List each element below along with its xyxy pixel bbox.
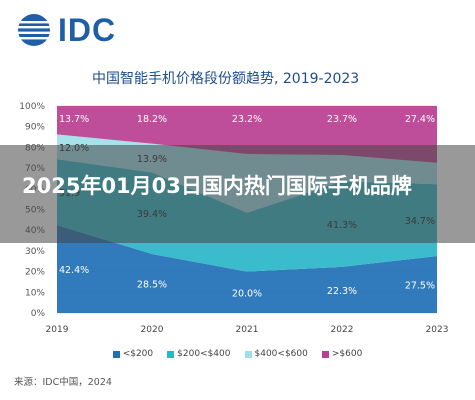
legend-item: <$200 [112,349,154,359]
y-tick-label: 90% [25,123,45,133]
legend-swatch [167,350,175,358]
series-area [57,225,437,313]
data-label: 27.5% [405,281,435,292]
globe-icon [18,14,50,46]
data-label: 22.3% [327,286,357,297]
banner-title: 2025年01月03日国内热门国际手机品牌 [22,174,412,198]
data-label: 18.2% [137,114,167,125]
chart-title: 中国智能手机价格段份额趋势, 2019-2023 [92,71,360,87]
data-label: 13.7% [59,114,89,125]
data-label: 23.7% [327,114,357,125]
x-tick-label: 2021 [236,325,259,335]
y-tick-label: 100% [19,102,45,112]
legend-label: >$600 [331,349,363,359]
legend-label: $400<$600 [254,349,308,359]
data-label: 42.4% [59,265,89,276]
idc-logo: IDC [16,12,116,48]
source-note: 来源：IDC中国，2024 [14,377,112,388]
legend-item: >$600 [321,349,363,359]
legend-item: $200<$400 [167,349,231,359]
x-tick-label: 2020 [141,325,164,335]
x-tick-label: 2019 [46,325,69,335]
legend-swatch [112,350,120,358]
data-label: 28.5% [137,280,167,291]
legend-label: $200<$400 [177,349,231,359]
legend-swatch [321,350,329,358]
legend-swatch [244,350,252,358]
y-tick-label: 0% [31,309,46,319]
banner-overlay [0,145,475,243]
data-label: 23.2% [232,114,262,125]
chart-legend: <$200 $200<$400 $400<$600 >$600 [0,349,475,359]
x-tick-label: 2022 [331,325,354,335]
y-tick-label: 30% [25,247,45,257]
x-tick-label: 2023 [426,325,449,335]
legend-item: $400<$600 [244,349,308,359]
legend-label: <$200 [122,349,154,359]
y-tick-label: 20% [25,268,45,278]
y-tick-label: 10% [25,288,45,298]
brand-name: IDC [58,11,117,48]
data-label: 27.4% [405,114,435,125]
data-label: 20.0% [232,288,262,299]
